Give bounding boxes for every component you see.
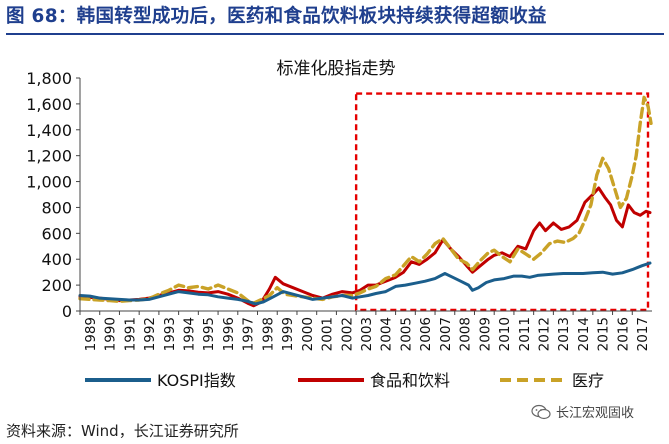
x-tick-label: 2005 <box>398 317 414 351</box>
x-tick-label: 1997 <box>241 317 257 351</box>
x-tick-label: 1989 <box>83 317 99 351</box>
x-tick-label: 1990 <box>103 317 119 351</box>
watermark-text: 长江宏观固收 <box>556 406 635 421</box>
title-divider <box>6 33 664 35</box>
highlight-layer <box>354 92 650 312</box>
axis-layer: 标准化股指走势 0 200 400 600 800 1,000 1,200 1,400 1,600… <box>26 59 652 351</box>
y-tick-label: 1,000 <box>26 173 72 192</box>
x-tick-label: 1991 <box>122 317 138 351</box>
x-tick-label: 2011 <box>517 317 533 351</box>
x-tick-label: 2006 <box>418 317 434 351</box>
y-tick-label: 200 <box>41 276 72 295</box>
x-tick-label: 2012 <box>537 317 553 351</box>
series-layer <box>78 95 653 308</box>
chart-title: 标准化股指走势 <box>277 59 396 79</box>
x-tick-label: 2001 <box>320 317 336 351</box>
y-tick-label: 400 <box>41 250 72 269</box>
x-tick-label: 2014 <box>576 317 592 351</box>
x-tick-label: 2016 <box>615 317 631 351</box>
source-note: 资料来源：Wind，长江证券研究所 <box>6 422 239 440</box>
y-tick-label: 1,600 <box>26 95 72 114</box>
y-tick-label: 1,200 <box>26 147 72 166</box>
wechat-icon <box>531 404 551 419</box>
watermark: 长江宏观固收 <box>531 402 634 421</box>
figure-title: 图 68：韩国转型成功后，医药和食品饮料板块持续获得超额收益 <box>6 6 547 27</box>
x-tick-label: 2000 <box>300 317 316 351</box>
x-tick-label: 2002 <box>339 317 355 351</box>
y-tick-label: 1,400 <box>26 121 72 140</box>
x-tick-label: 1999 <box>280 317 296 351</box>
x-tick-label: 2013 <box>556 317 572 351</box>
legend-layer: KOSPI指数 食品和饮料 医疗 <box>85 371 604 390</box>
y-tick-label: 600 <box>41 224 72 243</box>
legend-kospi-label: KOSPI指数 <box>157 371 236 390</box>
y-tick-label: 800 <box>41 198 72 217</box>
x-tick-label: 2017 <box>635 317 651 351</box>
series-line-medical <box>78 95 653 305</box>
x-tick-label: 1993 <box>162 317 178 351</box>
standardized-index-chart: 标准化股指走势 0 200 400 600 800 1,000 1,200 1,400 1,600… <box>26 59 653 390</box>
x-tick-label: 2009 <box>477 317 493 351</box>
x-tick-label: 1994 <box>181 317 197 351</box>
highlight-box <box>354 92 650 312</box>
legend-food-beverage-label: 食品和饮料 <box>370 371 450 390</box>
legend-medical-label: 医疗 <box>572 371 604 390</box>
x-tick-label: 1996 <box>221 317 237 351</box>
x-tick-label: 1992 <box>142 317 158 351</box>
series-line-food-beverage <box>78 186 652 308</box>
x-tick-label: 1998 <box>260 317 276 351</box>
y-tick-label: 1,800 <box>26 69 72 88</box>
x-tick-label: 2003 <box>359 317 375 351</box>
series-line-kospi <box>78 261 652 306</box>
x-tick-label: 2010 <box>497 317 513 351</box>
x-tick-label: 2008 <box>458 317 474 351</box>
y-tick-label: 0 <box>62 302 72 321</box>
x-tick-label: 2007 <box>438 317 454 351</box>
x-tick-label: 2004 <box>379 317 395 351</box>
x-tick-label: 1995 <box>201 317 217 351</box>
x-tick-label: 2015 <box>596 317 612 351</box>
